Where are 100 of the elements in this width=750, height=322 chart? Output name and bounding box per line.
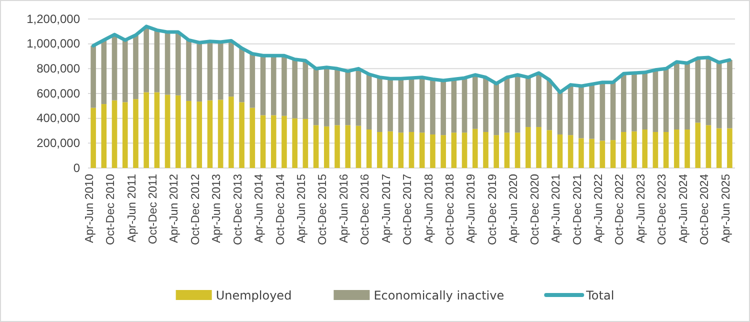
- bar: [716, 62, 722, 128]
- bar: [483, 132, 488, 168]
- bar: [578, 138, 584, 168]
- bar: [398, 78, 404, 133]
- bar: [302, 60, 308, 119]
- bar: [663, 132, 669, 168]
- bar: [430, 79, 436, 134]
- bar: [207, 41, 213, 100]
- bar: [716, 128, 722, 168]
- bar: [674, 62, 680, 130]
- y-tick-label: 0: [73, 160, 80, 175]
- x-tick-label: Oct-Dec 2011: [147, 174, 160, 244]
- bar: [462, 132, 468, 168]
- x-tick-label: Oct-Dec 2014: [274, 173, 287, 245]
- bar: [494, 84, 500, 136]
- bar: [334, 125, 340, 168]
- x-tick-label: Apr-Jun 2024: [678, 173, 690, 244]
- y-tick-label: 400,000: [36, 111, 80, 126]
- x-tick-label: Apr-Jun 2011: [126, 174, 138, 242]
- bar: [196, 42, 202, 102]
- bar: [568, 84, 574, 136]
- x-tick-label: Apr-Jun 2025: [720, 174, 732, 244]
- bar: [144, 92, 149, 168]
- bar: [632, 131, 637, 168]
- x-tick-label: Apr-Jun 2010: [84, 174, 96, 244]
- y-tick-label: 200,000: [36, 136, 80, 150]
- bar: [164, 32, 170, 95]
- x-tick-label: Apr-Jun 2019: [466, 174, 478, 244]
- bar: [101, 104, 107, 168]
- bar: [408, 132, 414, 168]
- bar: [589, 84, 594, 139]
- bar: [239, 48, 244, 102]
- x-tick-label: Apr-Jun 2013: [211, 174, 224, 244]
- bar: [589, 138, 594, 168]
- x-tick-label: Apr-Jun 2021: [550, 174, 563, 244]
- bar: [270, 56, 276, 116]
- bar: [133, 35, 138, 100]
- bar: [228, 96, 234, 168]
- bar: [154, 30, 160, 92]
- bar: [546, 80, 552, 130]
- x-tick-label: Oct-Dec 2017: [402, 174, 414, 245]
- bar: [557, 134, 563, 168]
- bar: [695, 58, 701, 123]
- bar: [620, 74, 626, 132]
- x-tick-label: Oct-Dec 2016: [360, 174, 372, 245]
- bar: [578, 86, 584, 138]
- bar: [282, 116, 287, 168]
- x-tick-label: Oct-Dec 2012: [190, 174, 202, 245]
- bar: [557, 92, 563, 134]
- bar: [218, 42, 224, 100]
- bar: [144, 26, 149, 92]
- bar: [186, 100, 192, 168]
- x-tick-label: Apr-Jun 2017: [380, 174, 393, 244]
- y-tick-label: 1,000,000: [26, 36, 80, 51]
- bar: [632, 73, 637, 132]
- bar: [282, 56, 287, 116]
- x-tick-label: Oct-Dec 2022: [614, 174, 626, 245]
- bar: [176, 95, 181, 168]
- y-tick-label: 1,200,000: [26, 12, 80, 26]
- bar: [652, 132, 658, 168]
- bar: [526, 127, 531, 168]
- x-tick-label: Oct-Dec 2024: [699, 173, 712, 245]
- x-tick-label: Oct-Dec 2023: [656, 174, 669, 245]
- bar: [324, 67, 330, 126]
- bar: [228, 40, 234, 97]
- bar: [207, 100, 213, 168]
- bar: [270, 115, 276, 168]
- bar: [642, 130, 648, 168]
- bar: [568, 135, 574, 168]
- x-tick-label: Apr-Jun 2018: [423, 174, 436, 244]
- bar: [430, 134, 436, 168]
- x-tick-label: Apr-Jun 2016: [338, 174, 350, 244]
- bar: [600, 140, 606, 168]
- x-tick-label: Oct-Dec 2020: [529, 174, 542, 245]
- bar: [164, 94, 170, 168]
- x-tick-label: Apr-Jun 2023: [635, 174, 648, 244]
- bar: [196, 102, 202, 168]
- bar: [324, 126, 330, 168]
- bar: [536, 73, 542, 128]
- bar: [122, 102, 128, 168]
- bar: [366, 130, 372, 168]
- x-tick-label: Oct-Dec 2021: [572, 174, 584, 245]
- x-tick-label: Oct-Dec 2010: [105, 174, 118, 245]
- x-tick-label: Apr-Jun 2014: [254, 173, 266, 244]
- bar: [652, 70, 658, 132]
- bar: [684, 63, 690, 130]
- bar: [472, 128, 478, 168]
- bar: [239, 102, 244, 168]
- bar: [472, 74, 478, 129]
- bar: [504, 132, 510, 168]
- bar: [260, 56, 266, 116]
- bar: [663, 68, 669, 132]
- bar: [462, 78, 468, 133]
- y-tick-label: 600,000: [36, 86, 80, 100]
- bar: [536, 127, 542, 168]
- bar: [610, 82, 616, 140]
- bar: [154, 92, 160, 168]
- legend-label: Total: [585, 288, 614, 302]
- bar: [334, 68, 340, 126]
- bar: [706, 57, 712, 126]
